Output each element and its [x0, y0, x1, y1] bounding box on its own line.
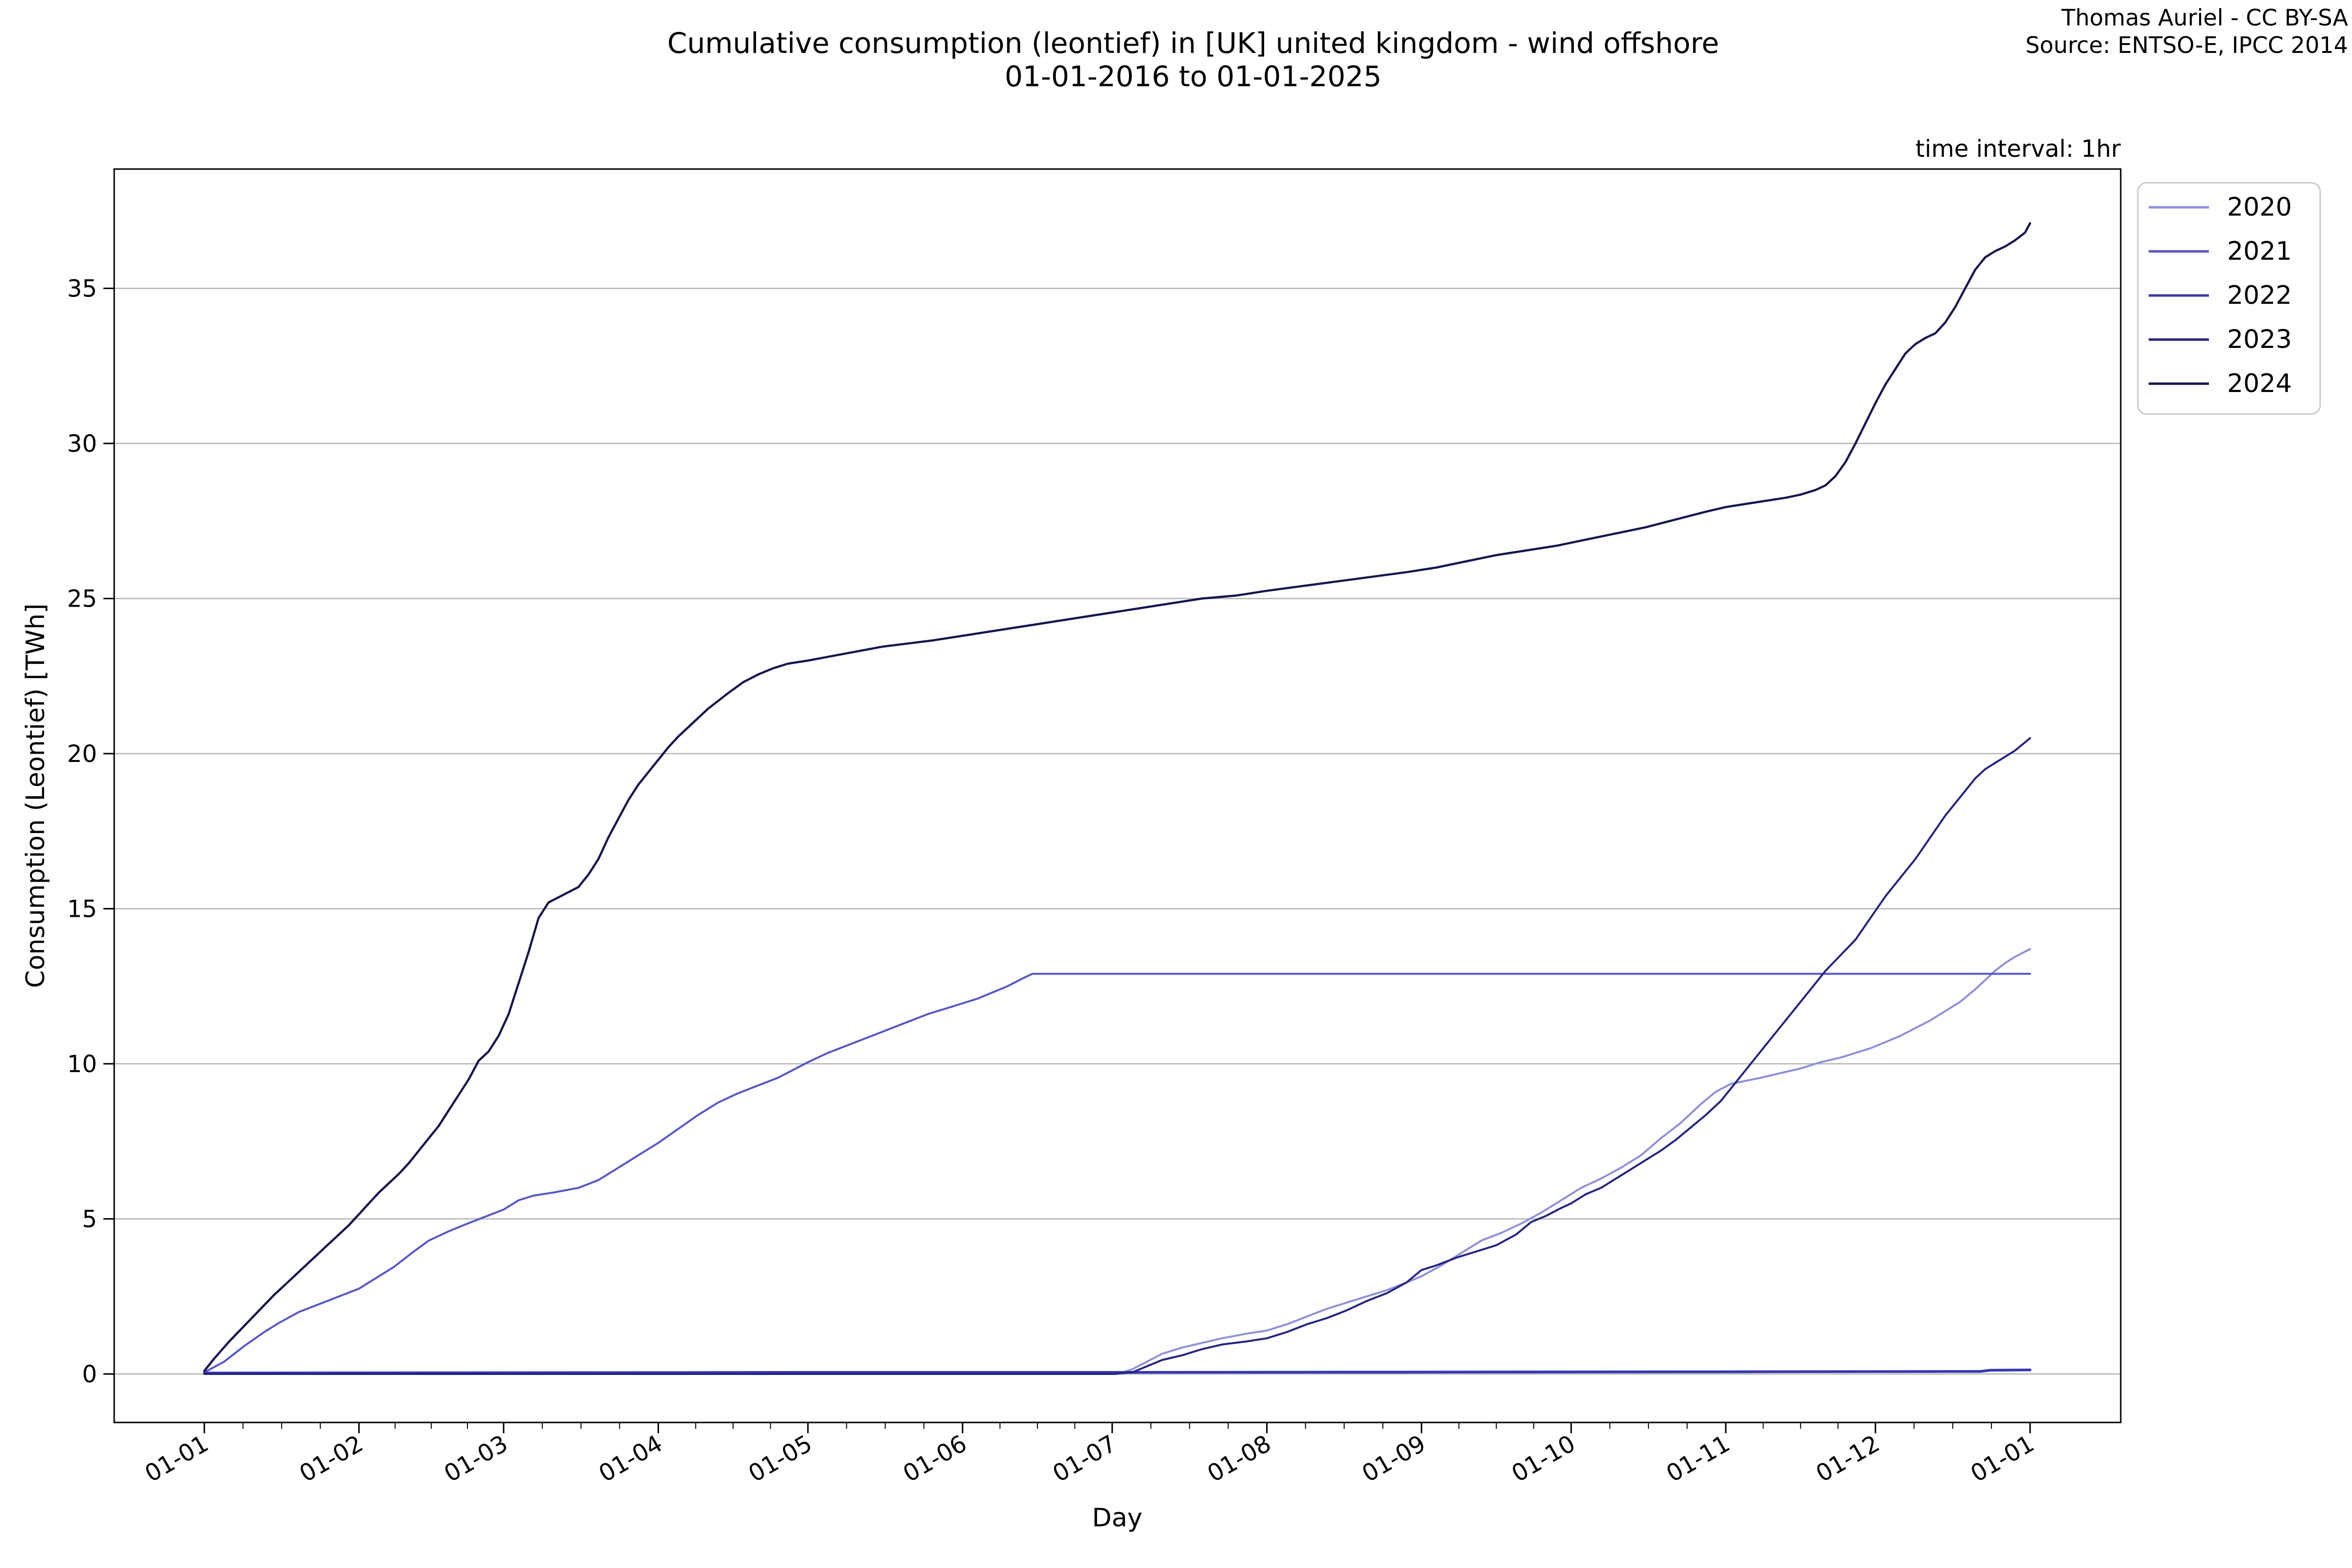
y-tick-label: 35: [67, 275, 97, 303]
y-axis-ticks: 0 5 10 15 20 25 30 35: [67, 275, 114, 1388]
gridlines: [114, 288, 2121, 1375]
x-tick-label: 01-10: [1507, 1430, 1580, 1488]
legend-label-2021: 2021: [2227, 237, 2292, 266]
x-axis-label: Day: [1092, 1503, 1143, 1533]
legend: 2020 2021 2022 2023 2024: [2137, 182, 2321, 415]
axes-spines: [113, 168, 2122, 1423]
legend-label-2024: 2024: [2227, 369, 2292, 398]
y-tick-label: 5: [82, 1206, 97, 1233]
x-tick-label: 01-02: [295, 1430, 368, 1488]
y-tick-label: 10: [67, 1051, 97, 1078]
x-tick-label: 01-01: [1966, 1430, 2039, 1488]
x-tick-label: 01-04: [594, 1430, 667, 1488]
legend-label-2023: 2023: [2227, 325, 2292, 354]
x-axis-ticks: 01-01 01-02 01-03 01-04 01-05 01-06 01-07 01-08…: [140, 1422, 2039, 1488]
y-tick-label: 20: [67, 740, 97, 768]
chart-title-line2: 01-01-2016 to 01-01-2025: [1004, 60, 1381, 93]
y-tick-label: 15: [67, 896, 97, 923]
x-tick-label: 01-12: [1812, 1430, 1885, 1488]
x-tick-label: 01-05: [744, 1430, 817, 1488]
x-tick-label: 01-01: [140, 1430, 213, 1488]
x-tick-label: 01-08: [1203, 1430, 1276, 1488]
time-interval-annotation: time interval: 1hr: [1915, 135, 2121, 163]
series-line-2022: [203, 1369, 2032, 1374]
x-tick-label: 01-07: [1048, 1430, 1121, 1488]
legend-label-2020: 2020: [2227, 193, 2292, 222]
chart-title-line1: Cumulative consumption (leontief) in [UK…: [667, 26, 1719, 60]
x-tick-label: 01-11: [1662, 1430, 1735, 1488]
x-tick-label: 01-06: [899, 1430, 972, 1488]
legend-box: [2137, 182, 2321, 415]
y-tick-label: 25: [67, 586, 97, 613]
series-line-2024: [203, 222, 2032, 1372]
x-tick-label: 01-03: [440, 1430, 513, 1488]
y-tick-label: 30: [67, 430, 97, 458]
legend-label-2022: 2022: [2227, 281, 2292, 310]
y-axis-label: Consumption (Leontief) [TWh]: [21, 604, 50, 988]
series-line-2020: [203, 948, 2031, 1375]
x-tick-label: 01-09: [1357, 1430, 1430, 1488]
attribution-source: Source: ENTSO-E, IPCC 2014: [2025, 32, 2348, 58]
series-lines: [203, 222, 2032, 1375]
attribution-author: Thomas Auriel - CC BY-SA: [2061, 4, 2348, 31]
y-tick-label: 0: [82, 1361, 97, 1388]
series-line-2023: [203, 737, 2031, 1375]
plot-frame: [113, 168, 2122, 1423]
series-line-2021: [203, 973, 2031, 1373]
